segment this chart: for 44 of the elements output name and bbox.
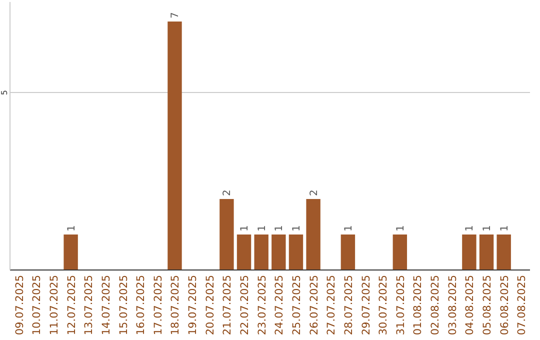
x-tick-label: 30.07.2025 (378, 275, 390, 336)
x-tick-label: 12.07.2025 (66, 275, 78, 336)
data-label: 1 (482, 225, 494, 232)
data-label: 1 (464, 225, 476, 232)
x-tick-label: 21.07.2025 (222, 275, 234, 336)
x-tick-label: 29.07.2025 (360, 275, 372, 336)
data-label: 1 (240, 225, 251, 232)
data-label: 1 (395, 225, 406, 232)
x-tick-label: 07.08.2025 (516, 275, 528, 336)
x-tick-label: 13.07.2025 (83, 275, 96, 336)
x-tick-label: 15.07.2025 (118, 275, 130, 336)
x-tick-label: 31.07.2025 (394, 275, 407, 336)
x-tick-label: 18.07.2025 (170, 275, 182, 336)
x-tick-label: 10.07.2025 (31, 275, 44, 336)
x-tick-label: 22.07.2025 (239, 275, 252, 336)
data-label: 2 (222, 190, 234, 196)
x-tick-label: 11.07.2025 (48, 275, 60, 336)
x-tick-label: 20.07.2025 (204, 275, 216, 336)
data-label: 1 (291, 225, 302, 232)
data-label: 1 (343, 225, 354, 232)
x-tick-label: 06.08.2025 (498, 275, 511, 336)
x-tick-label: 27.07.2025 (326, 275, 338, 336)
x-tick-label: 26.07.2025 (308, 275, 320, 336)
x-tick-label: 05.08.2025 (482, 275, 494, 336)
x-tick-label: 03.08.2025 (446, 275, 459, 336)
x-tick-label: 01.08.2025 (412, 275, 424, 336)
x-tick-label: 24.07.2025 (274, 275, 286, 336)
y-tick-label: 5 (0, 90, 9, 96)
x-tick-label: 17.07.2025 (152, 275, 164, 336)
x-tick-label: 28.07.2025 (342, 275, 355, 336)
data-label: 7 (170, 12, 182, 19)
data-label: 1 (499, 225, 510, 232)
x-tick-label: 23.07.2025 (256, 275, 268, 336)
x-tick-label: 09.07.2025 (14, 275, 26, 336)
data-label: 1 (274, 225, 286, 232)
x-tick-label: 04.08.2025 (464, 275, 476, 336)
data-label: 1 (66, 225, 78, 232)
x-tick-label: 19.07.2025 (187, 275, 200, 336)
x-tick-label: 14.07.2025 (100, 275, 112, 336)
data-label: 1 (256, 225, 268, 232)
data-label: 2 (308, 190, 320, 196)
x-tick-label: 16.07.2025 (135, 275, 148, 336)
x-tick-label: 02.08.2025 (430, 275, 442, 336)
x-tick-label: 25.07.2025 (290, 275, 303, 336)
